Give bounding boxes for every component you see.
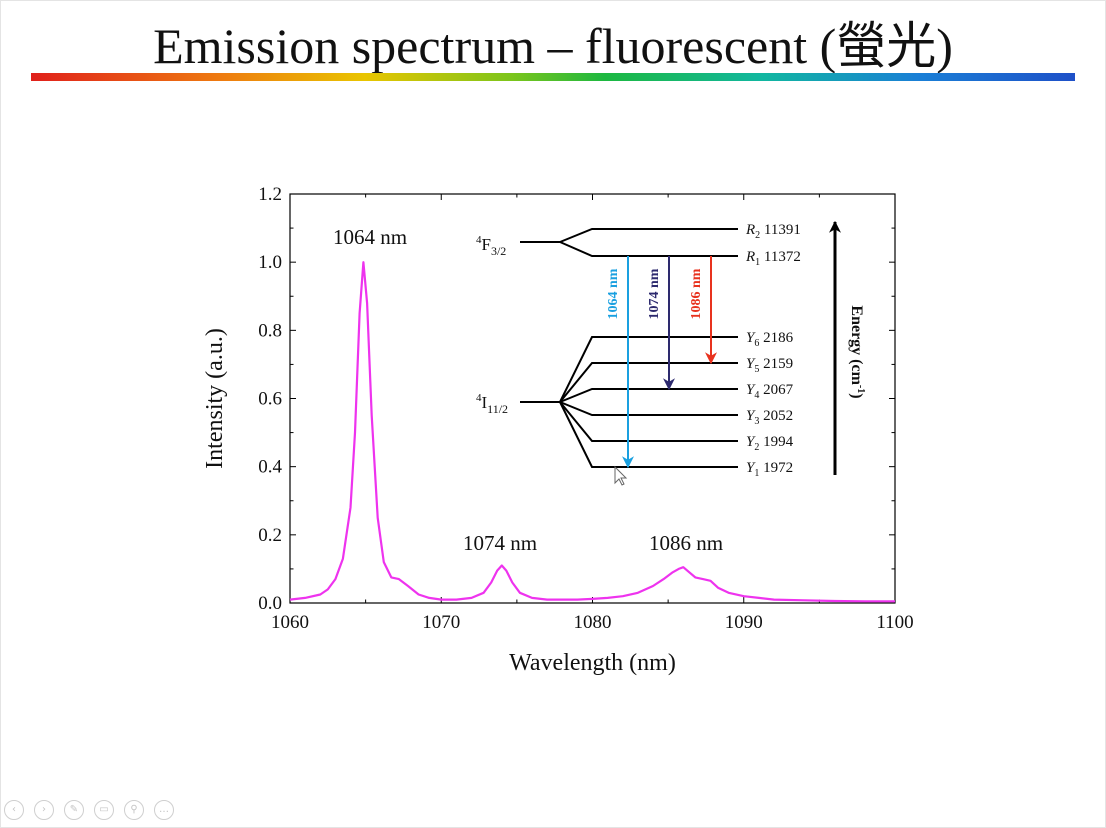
more-icon[interactable]: … (154, 800, 174, 820)
previous-icon[interactable]: ‹ (4, 800, 24, 820)
y-tick-label: 1.0 (258, 252, 282, 273)
title-gradient-bar (31, 73, 1075, 81)
zoom-icon[interactable]: ⚲ (124, 800, 144, 820)
next-icon[interactable]: › (34, 800, 54, 820)
upper-level-label: R2 11391 (745, 222, 801, 241)
peak-label: 1086 nm (649, 531, 723, 555)
upper-level-line (559, 241, 738, 257)
lower-manifold-label: 4I11/2 (476, 392, 508, 416)
y-tick-label: 1.2 (258, 184, 282, 205)
x-axis-label: Wavelength (nm) (509, 650, 676, 676)
lower-level-line (559, 362, 738, 403)
lower-level-label: Y5 2159 (746, 356, 793, 375)
pen-icon[interactable]: ✎ (64, 800, 84, 820)
upper-level-label: R1 11372 (745, 249, 801, 268)
lower-level-line (559, 388, 738, 403)
y-axis-label: Intensity (a.u.) (202, 328, 228, 469)
spectrum-line (289, 261, 895, 603)
lower-level-line (559, 401, 738, 416)
energy-axis-label: Energy (cm-1) (848, 305, 866, 398)
x-tick-label: 1100 (876, 612, 913, 633)
lower-level-label: Y4 2067 (746, 382, 794, 401)
lower-level-label: Y1 1972 (746, 460, 793, 479)
transition-label: 1064 nm (606, 268, 621, 319)
lower-level-label: Y3 2052 (746, 408, 793, 427)
slide-title: Emission spectrum – fluorescent (螢光) (153, 18, 953, 74)
y-tick-label: 0.6 (258, 389, 282, 410)
x-tick-label: 1060 (271, 612, 309, 633)
slideshow-nav-bar: ‹ › ✎ ▭ ⚲ … (4, 800, 174, 822)
mouse-cursor-icon (614, 465, 628, 486)
lower-level-line (559, 336, 738, 403)
transition-label: 1074 nm (647, 268, 662, 319)
slides-icon[interactable]: ▭ (94, 800, 114, 820)
upper-level-line (559, 228, 738, 243)
y-tick-label: 0.8 (258, 320, 282, 341)
x-tick-label: 1070 (422, 612, 460, 633)
y-tick-label: 0.4 (258, 457, 282, 478)
lower-level-line (559, 401, 738, 468)
peak-label: 1064 nm (333, 225, 407, 249)
lower-level-label: Y6 2186 (746, 330, 794, 349)
x-tick-label: 1090 (725, 612, 763, 633)
upper-manifold-label: 4F3/2 (476, 234, 506, 258)
y-tick-label: 0.2 (258, 525, 282, 546)
lower-level-line (559, 401, 738, 442)
lower-level-label: Y2 1994 (746, 434, 794, 453)
peak-label: 1074 nm (463, 531, 537, 555)
y-tick-label: 0.0 (258, 593, 282, 614)
transition-label: 1086 nm (689, 268, 704, 319)
x-tick-label: 1080 (574, 612, 612, 633)
